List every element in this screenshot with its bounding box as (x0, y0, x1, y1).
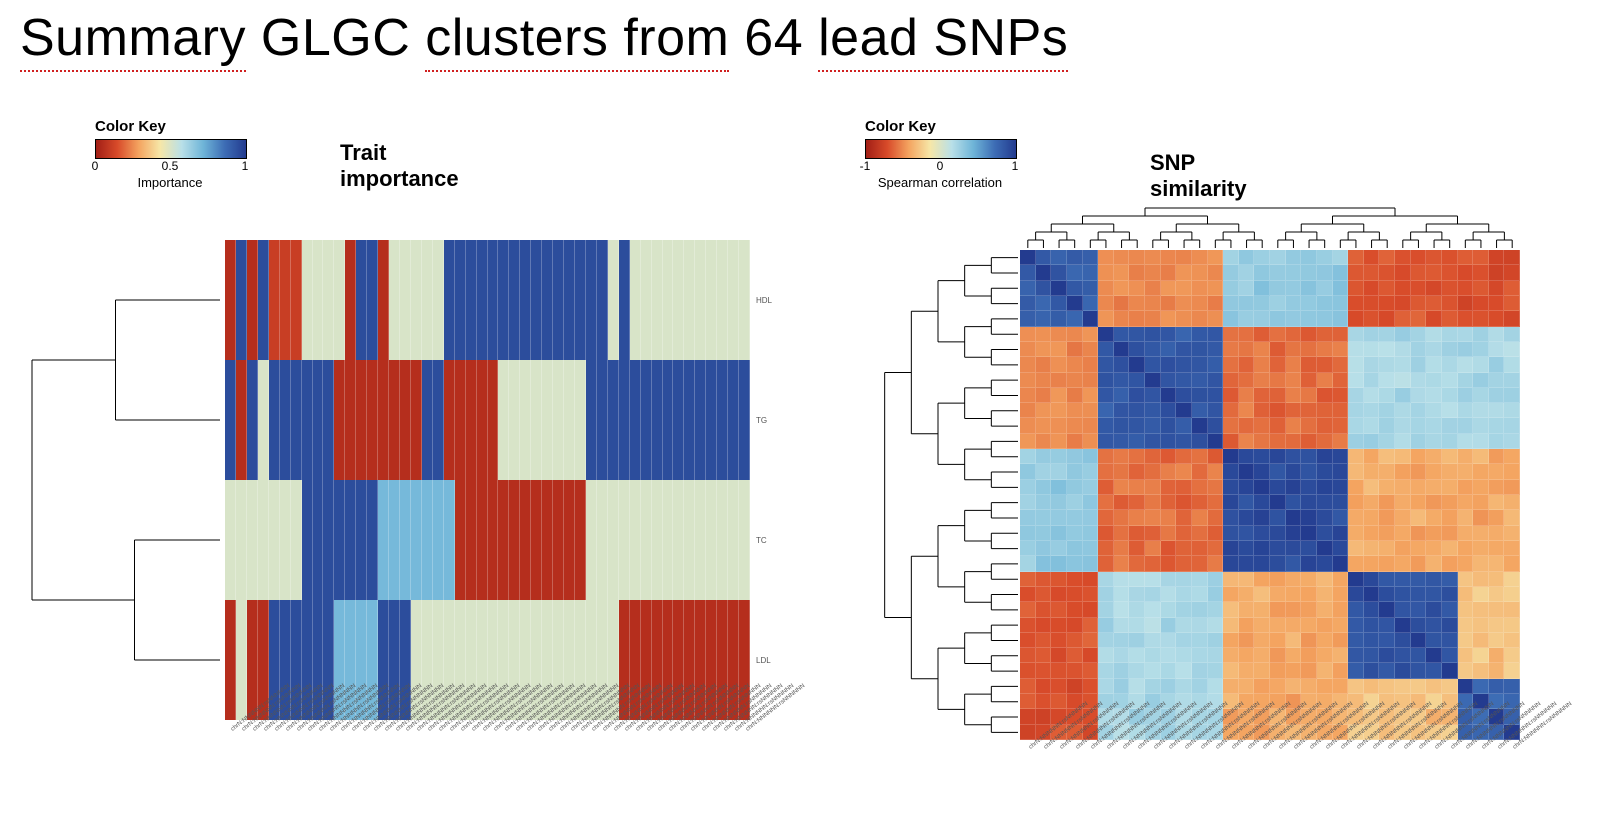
left-color-key-title: Color Key (95, 118, 247, 135)
left-row-labels: HDLTGTCLDL (756, 240, 796, 720)
left-heatmap (225, 240, 750, 720)
right-row-dendrogram (858, 250, 1018, 740)
left-color-key-ticks: 00.51 (95, 159, 245, 173)
row-label: TG (756, 360, 796, 480)
left-color-key-axis-label: Importance (95, 175, 245, 190)
title-word-3: clusters from (425, 8, 729, 72)
right-color-key-axis-label: Spearman correlation (865, 175, 1015, 190)
title-word-5: lead SNPs (818, 8, 1068, 72)
left-color-key-bar (95, 139, 247, 159)
title-word-1: Summary (20, 8, 246, 72)
left-panel-title: Trait importance (340, 140, 459, 192)
left-row-dendrogram (30, 240, 220, 720)
right-color-key: Color Key -101 Spearman correlation (865, 118, 1017, 190)
title-word-2: GLGC (246, 9, 425, 67)
right-color-key-bar (865, 139, 1017, 159)
title-word-4: 64 (729, 9, 818, 67)
left-color-key: Color Key 00.51 Importance (95, 118, 247, 190)
page-title: Summary GLGC clusters from 64 lead SNPs (20, 8, 1068, 72)
right-panel-title: SNP similarity (1150, 150, 1247, 202)
right-col-labels: chrN:NNNNNN:rsNNNNNNchrN:NNNNNN:rsNNNNNN… (1020, 746, 1520, 816)
right-color-key-title: Color Key (865, 118, 1017, 135)
left-col-labels: chrN:NNNNNN:rsNNNNNNchrN:NNNNNN:rsNNNNNN… (225, 728, 750, 798)
right-color-key-ticks: -101 (865, 159, 1015, 173)
right-heatmap (1020, 250, 1520, 740)
right-col-dendrogram (1020, 200, 1520, 248)
row-label: HDL (756, 240, 796, 360)
row-label: TC (756, 480, 796, 600)
